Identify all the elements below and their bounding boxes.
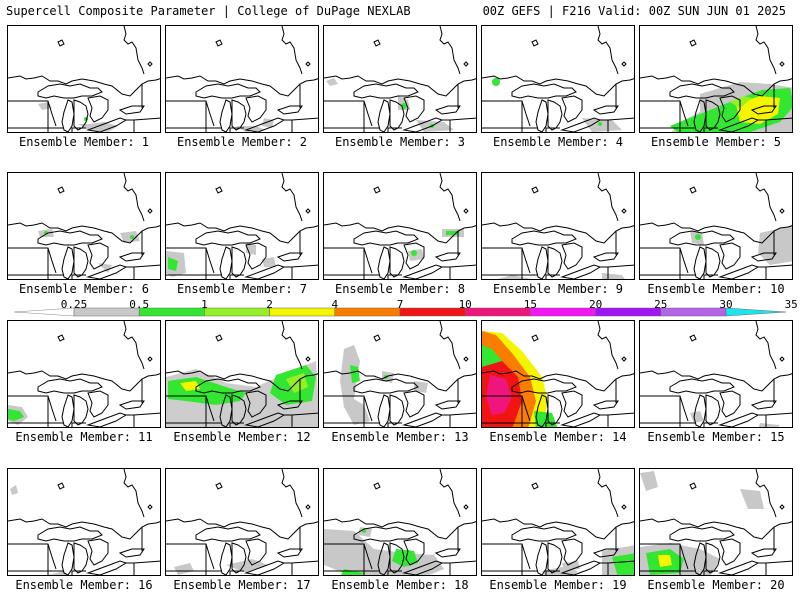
ensemble-member-label: Ensemble Member: 9 — [492, 282, 624, 296]
member-map-graphic — [166, 469, 318, 575]
colorbar-segment — [334, 307, 401, 317]
ensemble-member-label: Ensemble Member: 13 — [331, 430, 469, 444]
ensemble-member-label: Ensemble Member: 15 — [647, 430, 785, 444]
member-map-graphic — [324, 321, 476, 427]
member-map-graphic — [640, 26, 792, 132]
ensemble-member-map — [7, 172, 161, 280]
ensemble-member-label: Ensemble Member: 2 — [176, 135, 308, 149]
colorbar-graphic — [13, 307, 787, 317]
ensemble-member-label: Ensemble Member: 1 — [18, 135, 150, 149]
colorbar-segment — [204, 307, 270, 317]
member-map-graphic — [8, 321, 160, 427]
colorbar-right-arrow — [725, 307, 787, 317]
ensemble-member-map — [639, 468, 793, 576]
colorbar-segment — [595, 307, 662, 317]
colorbar-tick-label: 35 — [784, 298, 798, 311]
ensemble-member-label: Ensemble Member: 8 — [334, 282, 466, 296]
ensemble-member-label: Ensemble Member: 16 — [15, 578, 153, 592]
colorbar-tick-label: 7 — [396, 298, 404, 311]
ensemble-member-map — [639, 320, 793, 428]
ensemble-member-label: Ensemble Member: 10 — [647, 282, 785, 296]
colorbar-segment — [464, 307, 531, 317]
header-run-info: 00Z GEFS | F216 Valid: 00Z SUN JUN 01 20… — [482, 4, 786, 18]
ensemble-member-map — [481, 25, 635, 133]
member-map-graphic — [482, 173, 634, 279]
colorbar-segment — [269, 307, 336, 317]
colorbar-tick-label: 25 — [654, 298, 668, 311]
ensemble-member-map — [165, 320, 319, 428]
ensemble-member-map — [165, 172, 319, 280]
header-title: Supercell Composite Parameter | College … — [6, 4, 411, 18]
ensemble-member-label: Ensemble Member: 5 — [650, 135, 782, 149]
ensemble-member-map — [165, 468, 319, 576]
member-map-graphic — [166, 321, 318, 427]
member-map-graphic — [482, 26, 634, 132]
ensemble-member-map — [7, 25, 161, 133]
ensemble-member-label: Ensemble Member: 11 — [15, 430, 153, 444]
colorbar-tick-label: 20 — [588, 298, 603, 311]
colorbar-tick-label: 2 — [266, 298, 273, 311]
member-map-graphic — [482, 321, 634, 427]
ensemble-member-map — [639, 172, 793, 280]
member-map-graphic — [324, 173, 476, 279]
member-map-graphic — [324, 26, 476, 132]
ensemble-member-label: Ensemble Member: 7 — [176, 282, 308, 296]
member-map-graphic — [8, 26, 160, 132]
ensemble-member-map — [481, 468, 635, 576]
member-map-graphic — [482, 469, 634, 575]
colorbar — [0, 298, 800, 322]
ensemble-member-label: Ensemble Member: 3 — [334, 135, 466, 149]
ensemble-member-map — [323, 172, 477, 280]
colorbar-tick-label: 10 — [458, 298, 472, 311]
ensemble-member-label: Ensemble Member: 19 — [489, 578, 627, 592]
ensemble-member-label: Ensemble Member: 4 — [492, 135, 624, 149]
member-map-graphic — [8, 469, 160, 575]
ensemble-member-map — [165, 25, 319, 133]
colorbar-segment — [660, 307, 727, 317]
colorbar-tick-label: 15 — [523, 298, 538, 311]
colorbar-tick-label: 0.25 — [60, 298, 88, 311]
member-map-graphic — [640, 469, 792, 575]
ensemble-member-label: Ensemble Member: 20 — [647, 578, 785, 592]
ensemble-member-map — [323, 320, 477, 428]
ensemble-member-label: Ensemble Member: 17 — [173, 578, 311, 592]
colorbar-segment — [530, 307, 596, 317]
ensemble-member-label: Ensemble Member: 14 — [489, 430, 627, 444]
ensemble-member-map — [481, 320, 635, 428]
member-map-graphic — [166, 173, 318, 279]
ensemble-member-label: Ensemble Member: 18 — [331, 578, 469, 592]
colorbar-tick-label: 4 — [331, 298, 339, 311]
colorbar-tick-label: 1 — [201, 298, 208, 311]
member-map-graphic — [8, 173, 160, 279]
ensemble-member-label: Ensemble Member: 12 — [173, 430, 311, 444]
colorbar-segment — [399, 307, 466, 317]
member-map-graphic — [166, 26, 318, 132]
ensemble-member-map — [323, 468, 477, 576]
colorbar-tick-label: 30 — [719, 298, 733, 311]
ensemble-member-map — [481, 172, 635, 280]
ensemble-member-map — [639, 25, 793, 133]
ensemble-member-map — [7, 468, 161, 576]
member-map-graphic — [640, 173, 792, 279]
colorbar-tick-label: 0.5 — [129, 298, 150, 311]
ensemble-member-map — [7, 320, 161, 428]
member-map-graphic — [324, 469, 476, 575]
ensemble-member-map — [323, 25, 477, 133]
ensemble-member-label: Ensemble Member: 6 — [18, 282, 150, 296]
member-map-graphic — [640, 321, 792, 427]
